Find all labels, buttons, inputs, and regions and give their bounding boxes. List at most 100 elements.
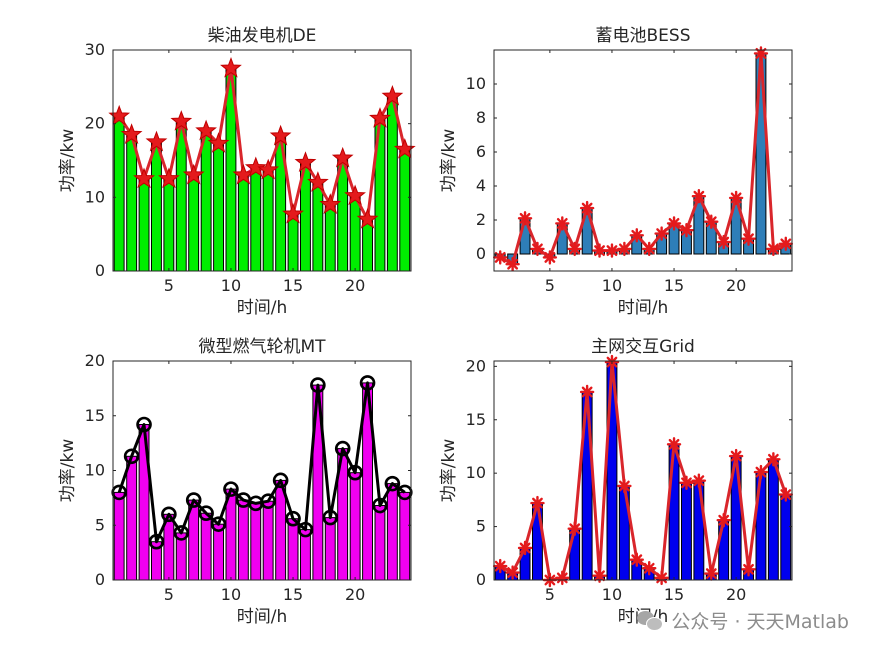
bar (262, 169, 274, 272)
data-point-asterisk (579, 384, 595, 400)
data-point-asterisk (579, 200, 595, 216)
y-tick-label: 8 (476, 108, 486, 127)
bar (163, 178, 175, 272)
y-axis-label: 功率/kw (439, 439, 459, 503)
y-axis-label: 功率/kw (58, 129, 78, 193)
data-point-asterisk (753, 46, 769, 61)
data-point-star (344, 184, 366, 206)
x-tick-label: 5 (164, 276, 174, 295)
data-point-asterisk (555, 216, 570, 231)
data-point-star (319, 193, 342, 214)
data-point-star (108, 104, 131, 126)
data-point-asterisk (654, 226, 669, 241)
data-point-star (145, 130, 168, 152)
bar (113, 491, 125, 581)
y-tick-label: 5 (476, 517, 486, 536)
bar (312, 182, 324, 272)
data-point-circle (285, 510, 301, 527)
bar (126, 134, 138, 272)
bar (386, 483, 398, 581)
bar (324, 517, 336, 581)
data-point-asterisk (666, 437, 682, 452)
x-tick-label: 10 (602, 276, 622, 295)
data-point-asterisk (716, 234, 731, 250)
y-tick-label: 20 (466, 356, 486, 375)
data-point-circle (173, 525, 190, 541)
x-axis-label: 时间/h (237, 607, 288, 627)
bar (569, 528, 581, 581)
y-tick-label: 0 (476, 244, 486, 263)
data-point-asterisk (617, 241, 632, 257)
data-point-asterisk (666, 216, 682, 231)
data-point-asterisk (530, 241, 545, 257)
bar (349, 472, 361, 581)
y-tick-label: 20 (85, 114, 105, 133)
bar (349, 195, 361, 272)
data-point-star (170, 110, 193, 131)
bar (399, 491, 411, 581)
data-point-star (307, 171, 329, 192)
y-tick-label: 4 (476, 176, 486, 195)
bar (200, 130, 212, 272)
chart-title: 微型燃气轮机MT (198, 337, 326, 357)
data-point-asterisk (629, 228, 644, 243)
data-point-circle (223, 481, 239, 497)
data-point-asterisk (704, 566, 719, 581)
x-tick-label: 5 (545, 585, 555, 604)
chart-grid: 510152005101520主网交互Grid时间/h功率/kw (439, 337, 793, 627)
bar (287, 213, 299, 272)
bar (399, 148, 411, 272)
bar (362, 218, 374, 272)
y-tick-label: 2 (476, 210, 486, 229)
data-point-circle (359, 375, 376, 391)
x-axis-label: 时间/h (237, 298, 288, 318)
bar (213, 523, 225, 581)
data-point-star (369, 107, 391, 128)
data-point-asterisk (555, 570, 570, 586)
chart-title: 柴油发电机DE (208, 26, 317, 46)
y-tick-label: 10 (466, 74, 486, 93)
data-point-circle (322, 509, 339, 526)
y-tick-label: 0 (95, 261, 105, 280)
bar (188, 174, 200, 272)
data-point-asterisk (629, 552, 644, 567)
data-point-asterisk (493, 250, 508, 265)
data-point-star (393, 137, 416, 159)
data-point-star (207, 132, 230, 153)
bar (113, 115, 125, 272)
bar (681, 482, 692, 581)
bar (250, 502, 262, 581)
x-axis-label: 时间/h (618, 298, 669, 318)
data-point-asterisk (505, 257, 520, 272)
data-point-circle (334, 440, 351, 457)
bar (138, 178, 150, 272)
y-tick-label: 0 (95, 570, 105, 589)
y-tick-label: 5 (95, 515, 105, 534)
data-point-asterisk (728, 190, 744, 206)
y-tick-label: 20 (85, 351, 105, 370)
data-point-star (356, 207, 379, 229)
data-point-circle (310, 377, 326, 393)
chart-title: 主网交互Grid (591, 337, 695, 357)
data-point-asterisk (592, 243, 607, 258)
y-tick-label: 15 (85, 406, 105, 425)
bar (237, 174, 249, 272)
data-point-asterisk (617, 478, 632, 494)
data-point-asterisk (530, 495, 545, 511)
data-point-circle (297, 521, 314, 538)
data-point-star (158, 167, 180, 189)
data-point-circle (136, 416, 152, 433)
x-tick-label: 15 (664, 585, 684, 604)
data-point-circle (210, 516, 227, 532)
bar (780, 494, 792, 581)
data-point-circle (347, 464, 363, 481)
data-point-asterisk (741, 231, 756, 246)
y-tick-label: 30 (85, 40, 105, 59)
x-tick-label: 10 (221, 585, 241, 604)
data-point-asterisk (679, 475, 694, 490)
x-tick-label: 20 (726, 585, 746, 604)
y-axis-label: 功率/kw (439, 129, 459, 193)
data-point-asterisk (679, 222, 694, 238)
data-point-star (133, 167, 155, 189)
bar (668, 443, 680, 581)
